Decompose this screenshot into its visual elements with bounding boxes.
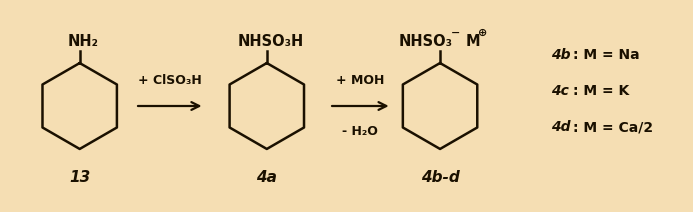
Text: 4c: 4c: [551, 84, 569, 98]
Text: + MOH: + MOH: [336, 74, 385, 87]
Text: + ClSO₃H: + ClSO₃H: [138, 74, 202, 87]
Text: NHSO₃: NHSO₃: [398, 34, 453, 49]
Text: 4b: 4b: [551, 48, 570, 62]
Text: 13: 13: [69, 170, 90, 185]
Text: : M = K: : M = K: [573, 84, 629, 98]
Text: NH₂: NH₂: [68, 34, 98, 49]
Text: ⊕: ⊕: [478, 28, 488, 38]
Text: : M = Na: : M = Na: [573, 48, 640, 62]
Text: −: −: [450, 28, 460, 38]
Text: NHSO₃H: NHSO₃H: [237, 34, 304, 49]
Text: 4b-d: 4b-d: [421, 170, 459, 185]
Text: M: M: [466, 34, 480, 49]
Text: 4d: 4d: [551, 120, 570, 134]
Text: 4a: 4a: [256, 170, 277, 185]
Text: - H₂O: - H₂O: [342, 125, 378, 138]
Text: : M = Ca/2: : M = Ca/2: [573, 120, 653, 134]
